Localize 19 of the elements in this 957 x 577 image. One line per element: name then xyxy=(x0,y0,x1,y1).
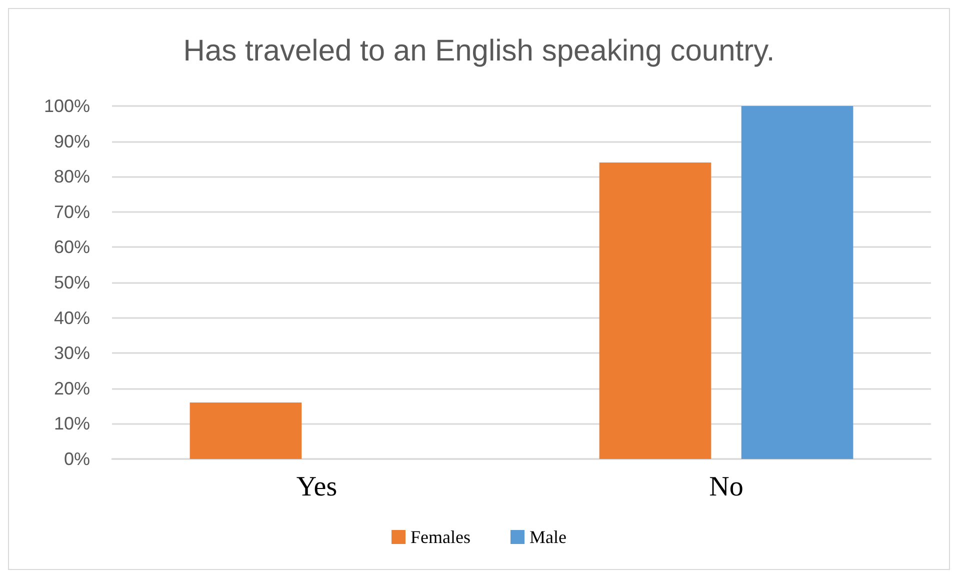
y-tick-label: 80% xyxy=(54,166,90,187)
x-tick-label: No xyxy=(709,472,744,502)
y-tick-label: 10% xyxy=(54,414,90,434)
chart-title: Has traveled to an English speaking country. xyxy=(183,34,775,68)
bar xyxy=(599,162,712,459)
bar xyxy=(190,402,302,459)
x-tick-label: Yes xyxy=(296,472,338,502)
bar xyxy=(741,106,854,459)
y-tick-label: 20% xyxy=(54,378,90,398)
y-tick-label: 50% xyxy=(54,272,90,292)
y-tick-label: 30% xyxy=(54,343,90,364)
y-tick-label: 0% xyxy=(64,449,90,469)
y-tick-label: 100% xyxy=(44,96,90,116)
y-tick-label: 60% xyxy=(54,237,90,258)
legend-label: Females xyxy=(410,527,471,547)
y-tick-label: 40% xyxy=(54,308,90,328)
y-tick-label: 90% xyxy=(54,131,90,152)
legend-label: Male xyxy=(530,527,566,547)
y-tick-label: 70% xyxy=(54,202,90,222)
